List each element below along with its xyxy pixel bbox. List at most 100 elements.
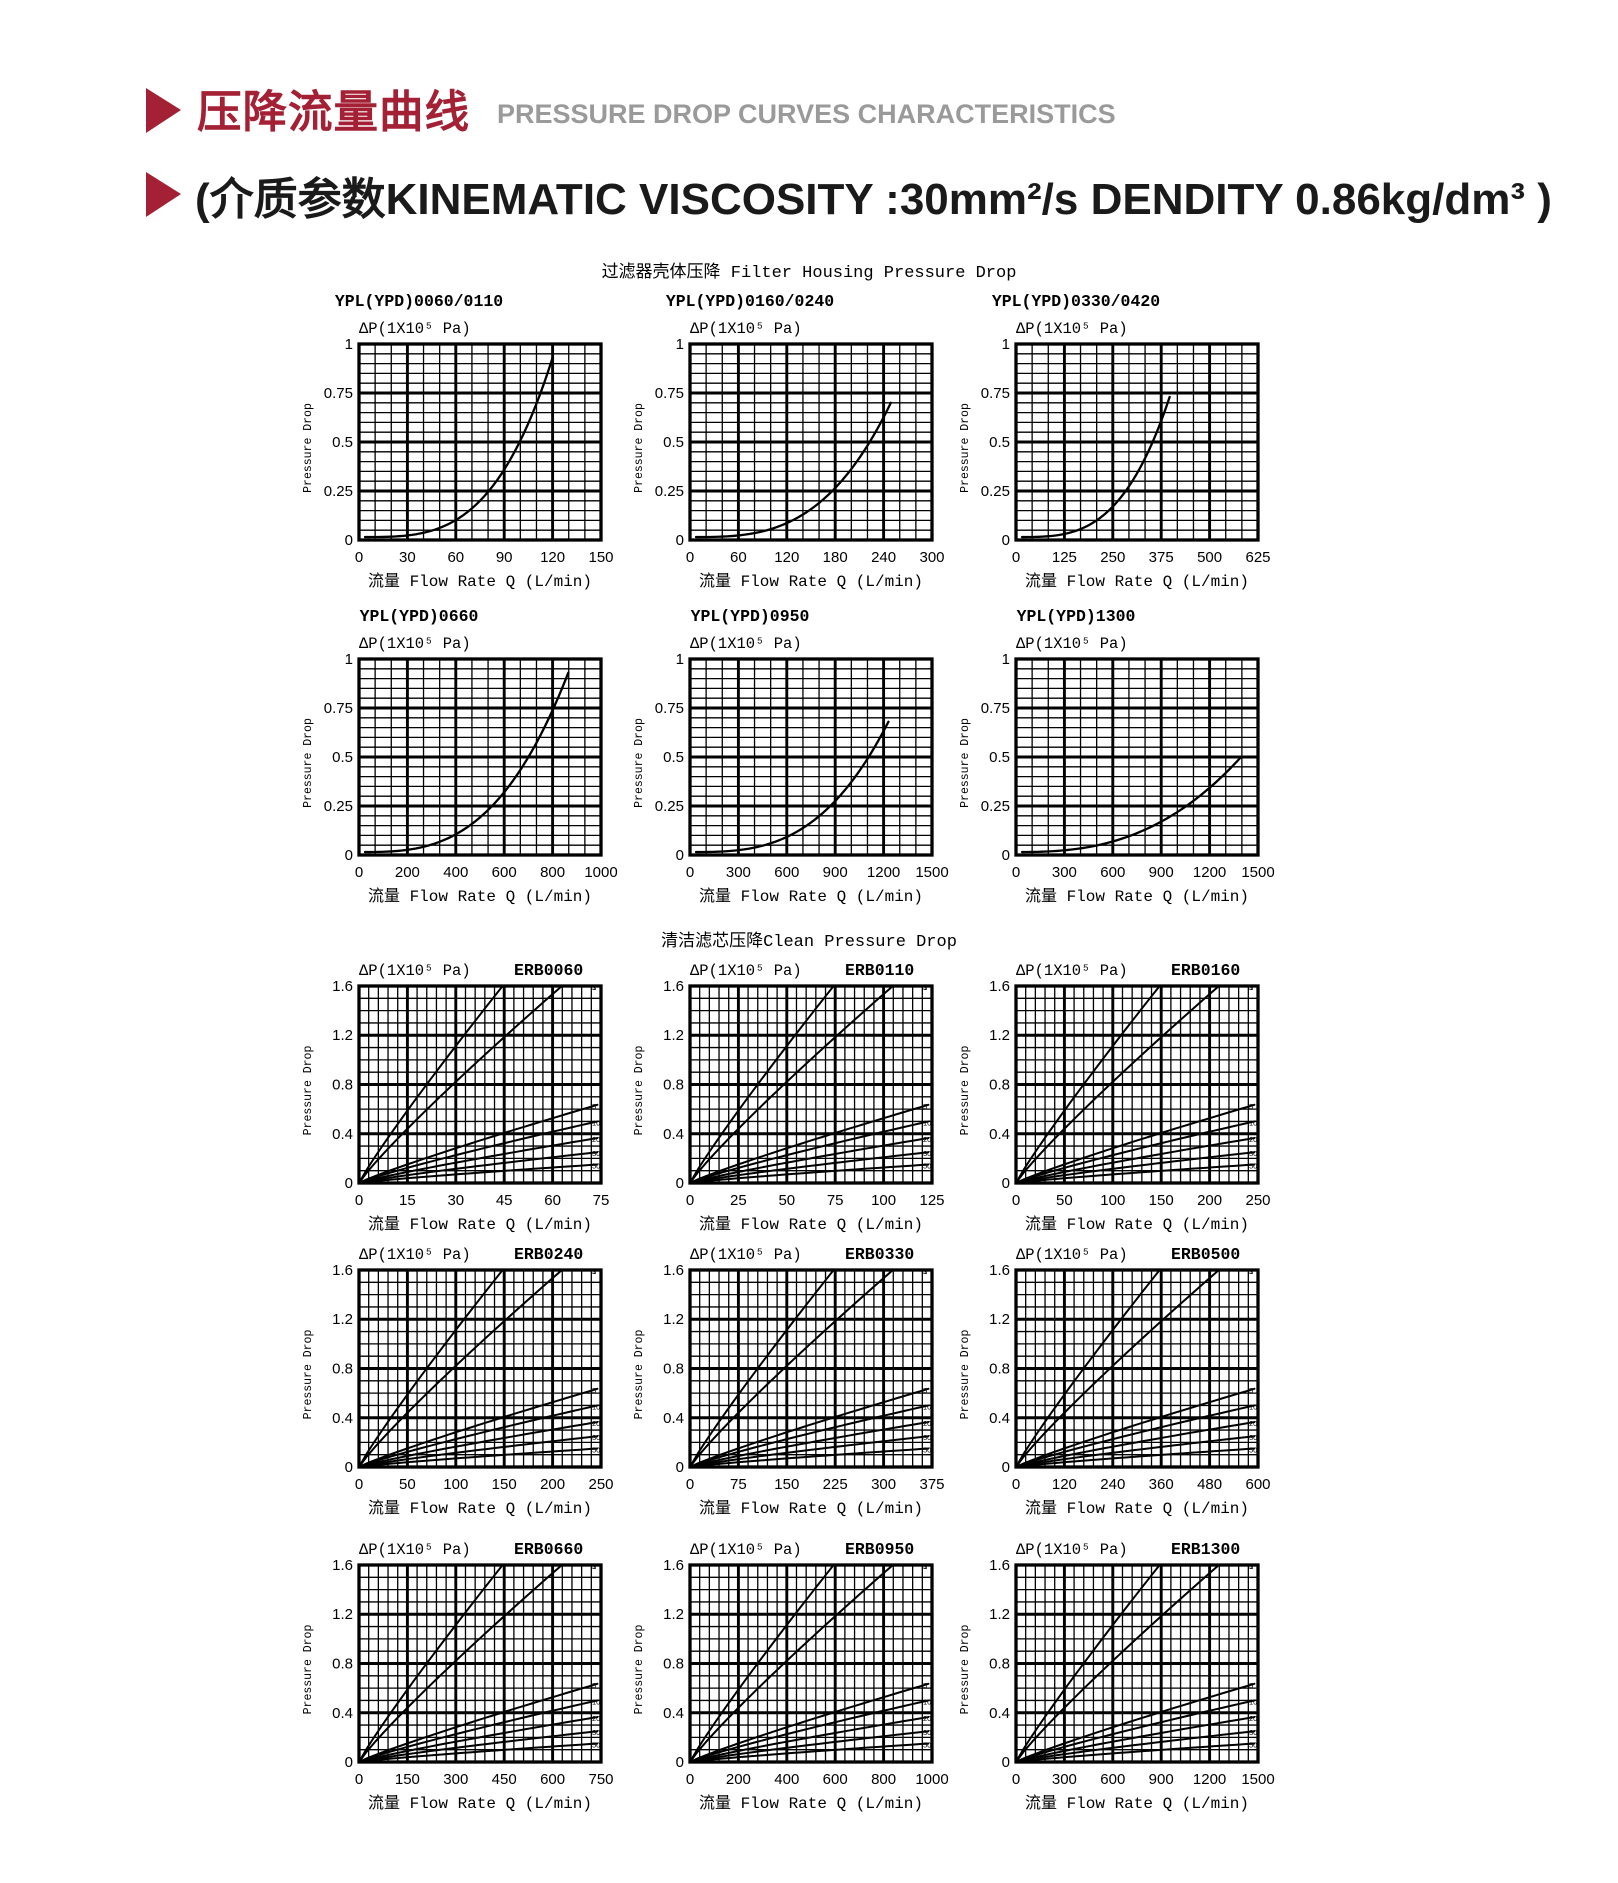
svg-text:0: 0 bbox=[345, 847, 353, 864]
svg-text:20: 20 bbox=[592, 1714, 600, 1723]
svg-text:3: 3 bbox=[1249, 1267, 1253, 1276]
svg-text:60: 60 bbox=[730, 549, 747, 566]
svg-text:90: 90 bbox=[496, 549, 513, 566]
svg-text:1.6: 1.6 bbox=[663, 1557, 684, 1574]
svg-text:50: 50 bbox=[1249, 1741, 1257, 1750]
svg-text:750: 750 bbox=[588, 1771, 613, 1788]
svg-text:1.6: 1.6 bbox=[989, 1262, 1010, 1279]
svg-text:0: 0 bbox=[1012, 1192, 1020, 1209]
svg-text:60: 60 bbox=[544, 1192, 561, 1209]
svg-text:ERB0160: ERB0160 bbox=[1171, 961, 1240, 980]
svg-text:3: 3 bbox=[1249, 1562, 1253, 1571]
svg-text:0.75: 0.75 bbox=[655, 700, 684, 717]
svg-text:120: 120 bbox=[774, 549, 799, 566]
svg-text:10: 10 bbox=[1249, 1402, 1257, 1411]
svg-text:5: 5 bbox=[1249, 1681, 1253, 1690]
svg-text:3: 3 bbox=[923, 1267, 927, 1276]
svg-text:ΔP(1X10⁵ Pa): ΔP(1X10⁵ Pa) bbox=[690, 1541, 802, 1559]
svg-text:0.75: 0.75 bbox=[981, 385, 1010, 402]
svg-text:180: 180 bbox=[823, 549, 848, 566]
svg-text:30: 30 bbox=[592, 1728, 600, 1737]
svg-text:ΔP(1X10⁵ Pa): ΔP(1X10⁵ Pa) bbox=[690, 1246, 802, 1264]
svg-text:20: 20 bbox=[592, 1419, 600, 1428]
svg-text:Pressure Drop: Pressure Drop bbox=[633, 718, 646, 808]
svg-text:50: 50 bbox=[1249, 1446, 1257, 1455]
svg-text:1.6: 1.6 bbox=[332, 1557, 353, 1574]
svg-text:Pressure Drop: Pressure Drop bbox=[302, 1330, 315, 1420]
svg-text:流量 Flow Rate Q (L/min): 流量 Flow Rate Q (L/min) bbox=[368, 887, 592, 906]
svg-text:480: 480 bbox=[1197, 1476, 1222, 1493]
svg-text:0: 0 bbox=[676, 1175, 684, 1192]
svg-text:20: 20 bbox=[923, 1135, 931, 1144]
svg-text:225: 225 bbox=[823, 1476, 848, 1493]
svg-text:1.2: 1.2 bbox=[663, 1311, 684, 1328]
svg-text:100: 100 bbox=[1100, 1192, 1125, 1209]
svg-text:50: 50 bbox=[1249, 1162, 1257, 1171]
svg-text:ΔP(1X10⁵ Pa): ΔP(1X10⁵ Pa) bbox=[690, 320, 802, 338]
svg-text:0: 0 bbox=[1012, 1771, 1020, 1788]
svg-text:0: 0 bbox=[1002, 1175, 1010, 1192]
svg-text:0: 0 bbox=[1002, 1459, 1010, 1476]
svg-text:YPL(YPD)0160/0240: YPL(YPD)0160/0240 bbox=[666, 292, 834, 311]
svg-text:30: 30 bbox=[923, 1433, 931, 1442]
svg-text:75: 75 bbox=[827, 1192, 844, 1209]
svg-text:ERB1300: ERB1300 bbox=[1171, 1540, 1240, 1559]
svg-text:250: 250 bbox=[1100, 549, 1125, 566]
svg-text:20: 20 bbox=[923, 1419, 931, 1428]
svg-text:250: 250 bbox=[588, 1476, 613, 1493]
svg-text:1: 1 bbox=[676, 651, 684, 668]
svg-text:300: 300 bbox=[443, 1771, 468, 1788]
svg-text:0: 0 bbox=[686, 549, 694, 566]
svg-text:0.5: 0.5 bbox=[663, 434, 684, 451]
svg-text:1: 1 bbox=[1002, 336, 1010, 353]
svg-text:0.4: 0.4 bbox=[663, 1705, 684, 1722]
svg-text:0.4: 0.4 bbox=[332, 1126, 353, 1143]
svg-text:0.5: 0.5 bbox=[332, 749, 353, 766]
svg-text:600: 600 bbox=[774, 864, 799, 881]
svg-text:0: 0 bbox=[686, 1476, 694, 1493]
svg-text:Pressure Drop: Pressure Drop bbox=[302, 1046, 315, 1136]
svg-text:0.25: 0.25 bbox=[981, 798, 1010, 815]
svg-text:200: 200 bbox=[726, 1771, 751, 1788]
svg-text:ERB0500: ERB0500 bbox=[1171, 1245, 1240, 1264]
svg-text:3: 3 bbox=[592, 1562, 596, 1571]
svg-text:ERB0240: ERB0240 bbox=[514, 1245, 583, 1264]
svg-text:0: 0 bbox=[1002, 532, 1010, 549]
svg-text:50: 50 bbox=[923, 1162, 931, 1171]
svg-text:0: 0 bbox=[355, 1476, 363, 1493]
svg-text:0: 0 bbox=[676, 532, 684, 549]
svg-text:30: 30 bbox=[923, 1728, 931, 1737]
svg-text:50: 50 bbox=[592, 1741, 600, 1750]
svg-text:300: 300 bbox=[1052, 864, 1077, 881]
svg-text:流量 Flow Rate Q (L/min): 流量 Flow Rate Q (L/min) bbox=[1025, 887, 1249, 906]
svg-text:300: 300 bbox=[871, 1476, 896, 1493]
svg-text:1.6: 1.6 bbox=[989, 1557, 1010, 1574]
svg-text:5: 5 bbox=[592, 1386, 596, 1395]
svg-text:10: 10 bbox=[1249, 1118, 1257, 1127]
svg-text:0.4: 0.4 bbox=[989, 1705, 1010, 1722]
svg-text:30: 30 bbox=[1249, 1149, 1257, 1158]
svg-text:0.4: 0.4 bbox=[332, 1410, 353, 1427]
svg-text:1500: 1500 bbox=[1241, 864, 1274, 881]
svg-text:0.75: 0.75 bbox=[324, 385, 353, 402]
svg-text:1500: 1500 bbox=[915, 864, 948, 881]
svg-text:0: 0 bbox=[686, 1771, 694, 1788]
svg-text:1: 1 bbox=[345, 651, 353, 668]
svg-text:150: 150 bbox=[1149, 1192, 1174, 1209]
svg-text:1.2: 1.2 bbox=[332, 1027, 353, 1044]
svg-text:1500: 1500 bbox=[1241, 1771, 1274, 1788]
svg-text:1.2: 1.2 bbox=[989, 1606, 1010, 1623]
svg-text:0.8: 0.8 bbox=[663, 1656, 684, 1673]
svg-text:600: 600 bbox=[1245, 1476, 1270, 1493]
svg-text:0.8: 0.8 bbox=[989, 1077, 1010, 1094]
svg-text:1.2: 1.2 bbox=[989, 1311, 1010, 1328]
svg-text:流量 Flow Rate Q (L/min): 流量 Flow Rate Q (L/min) bbox=[699, 1499, 923, 1518]
svg-text:Pressure Drop: Pressure Drop bbox=[959, 403, 972, 493]
svg-text:30: 30 bbox=[1249, 1728, 1257, 1737]
svg-text:1.2: 1.2 bbox=[663, 1606, 684, 1623]
svg-text:120: 120 bbox=[540, 549, 565, 566]
svg-text:0: 0 bbox=[686, 864, 694, 881]
svg-text:1.6: 1.6 bbox=[663, 978, 684, 995]
svg-text:3: 3 bbox=[923, 1562, 927, 1571]
svg-text:600: 600 bbox=[492, 864, 517, 881]
